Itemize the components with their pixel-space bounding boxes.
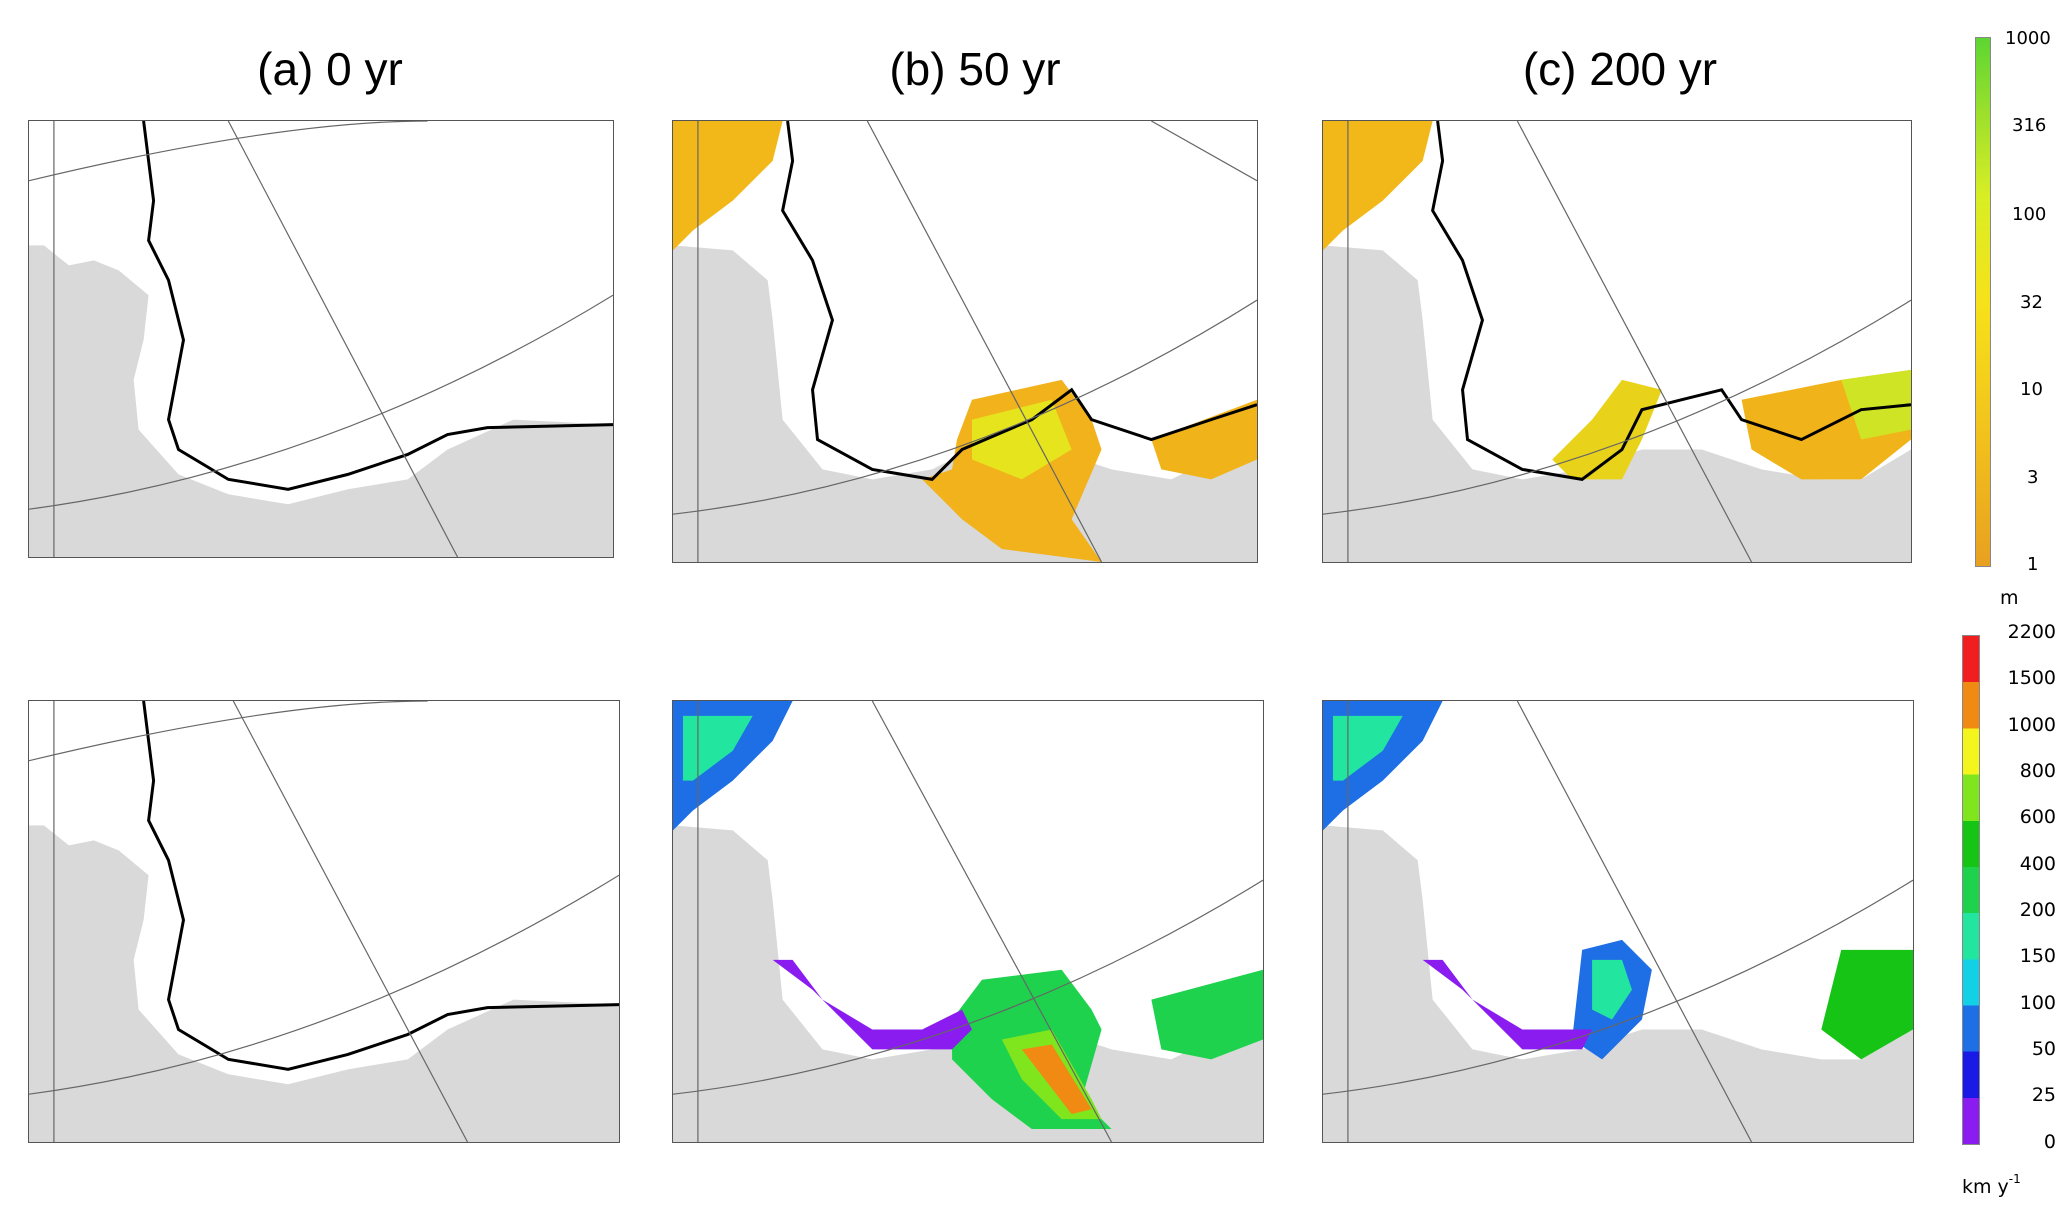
map-panel-c-thickness [1322, 120, 1912, 563]
map-panel-c-velocity [1322, 700, 1914, 1143]
colorbar-velocity-unit-main: km y [1962, 1176, 2009, 1198]
map-panel-a-thickness [28, 120, 614, 558]
colorbar-velocity-tick-800: 800 [2019, 760, 2056, 782]
colorbar-velocity-tick-25: 25 [2031, 1084, 2056, 1106]
colorbar-velocity-tick-1000: 1000 [2007, 714, 2056, 736]
colorbar-thickness-tick-1: 1 [2027, 554, 2039, 575]
colorbar-velocity-tick-1500: 1500 [2007, 667, 2056, 689]
colorbar-velocity-tick-2200: 2200 [2007, 621, 2056, 643]
map-panel-b-velocity [672, 700, 1264, 1143]
colorbar-velocity-tick-600: 600 [2019, 806, 2056, 828]
colorbar-thickness-tick-100: 100 [2012, 204, 2047, 225]
colorbar-thickness [1975, 37, 1991, 567]
colorbar-thickness-tick-1000: 1000 [2005, 28, 2051, 49]
colorbar-thickness-unit: m [2000, 587, 2019, 609]
colorbar-velocity-tick-100: 100 [2019, 992, 2056, 1014]
colorbar-thickness-tick-32: 32 [2020, 292, 2043, 313]
colorbar-velocity-tick-150: 150 [2019, 945, 2056, 967]
colorbar-velocity-tick-50: 50 [2031, 1038, 2056, 1060]
map-panel-a-velocity [28, 700, 620, 1143]
colorbar-velocity-tick-400: 400 [2019, 853, 2056, 875]
colorbar-velocity-tick-0: 0 [2043, 1131, 2056, 1153]
colorbar-velocity-unit: km y-1 [1962, 1172, 2021, 1198]
colorbar-thickness-tick-3: 3 [2027, 467, 2039, 488]
colorbar-velocity-tick-200: 200 [2019, 899, 2056, 921]
colorbar-thickness-tick-316: 316 [2012, 115, 2047, 136]
map-panel-b-thickness [672, 120, 1258, 563]
column-title-a: (a) 0 yr [257, 43, 403, 95]
colorbar-velocity-unit-sup: -1 [2008, 1172, 2021, 1186]
colorbar-thickness-tick-10: 10 [2020, 379, 2043, 400]
colorbar-velocity [1962, 635, 1980, 1145]
column-title-c: (c) 200 yr [1522, 43, 1718, 95]
column-title-b: (b) 50 yr [889, 43, 1061, 95]
